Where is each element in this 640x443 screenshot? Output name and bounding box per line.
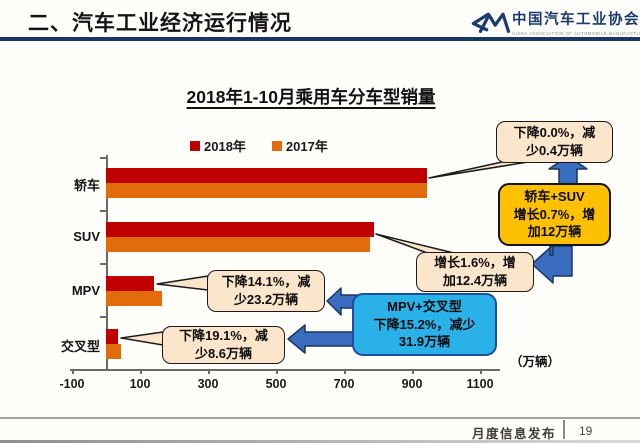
bar-2017: [106, 344, 122, 359]
callout-sedan: 下降0.0%，减 少0.4万辆: [496, 121, 613, 163]
chart-legend: 2018年 2017年: [190, 136, 328, 155]
legend-label-2018: 2018年: [204, 139, 246, 154]
caam-logo-text: 中国汽车工业协会 CHINA ASSOCIATION OF AUTOMOBILE…: [512, 8, 640, 36]
footer-separator: [563, 420, 565, 439]
bar-2018: [106, 276, 154, 291]
x-tick-mark: [276, 369, 278, 374]
x-tick-mark: [412, 369, 414, 374]
x-tick-label: -100: [59, 377, 85, 391]
footer-strip: [0, 440, 640, 443]
axis-unit-label: （万辆）: [510, 355, 561, 369]
bar-2018: [106, 329, 119, 344]
header-divider: [0, 37, 640, 41]
legend-label-2017: 2017年: [285, 139, 328, 154]
x-tick-mark: [480, 369, 482, 374]
legend-item-2018: 2018年: [190, 136, 246, 155]
callout-suv: 增长1.6%，增 加12.4万辆: [416, 252, 534, 292]
x-tick-label: 100: [129, 377, 151, 391]
x-tick-label: 500: [265, 377, 287, 391]
bar-2017: [106, 291, 162, 306]
y-axis-line: [106, 155, 108, 370]
callout-crossover: 下降19.1%，减 少8.6万辆: [162, 326, 285, 364]
summary-box-sedan-suv: 轿车+SUV 增长0.7%，增 加12万辆: [498, 183, 611, 246]
footer-label: 月度信息发布: [472, 427, 557, 441]
x-tick-mark: [72, 369, 74, 374]
y-tick-mark: [100, 210, 106, 212]
x-tick-mark: [208, 369, 210, 374]
x-tick-label: 900: [401, 377, 423, 391]
caam-logo: 中国汽车工业协会 CHINA ASSOCIATION OF AUTOMOBILE…: [468, 6, 640, 38]
footer-divider: [0, 417, 640, 419]
callout-mpv: 下降14.1%，减 少23.2万辆: [207, 270, 325, 312]
x-tick-mark: [344, 369, 346, 374]
bar-2017: [106, 237, 370, 252]
legend-swatch-2018: [190, 140, 200, 151]
x-tick-label: 700: [333, 377, 355, 391]
chart-title: 2018年1-10月乘用车分车型销量: [186, 87, 436, 107]
y-tick-mark: [100, 263, 106, 265]
legend-swatch-2017: [271, 140, 282, 151]
caam-logo-icon: [471, 12, 510, 33]
page-number: 19: [579, 424, 593, 438]
category-label: 轿车: [73, 178, 100, 193]
x-tick-label: 1100: [466, 377, 494, 391]
y-tick-mark: [100, 316, 106, 318]
category-label: MPV: [71, 283, 100, 298]
bar-2018: [106, 168, 427, 183]
page-title: 二、汽车工业经济运行情况: [28, 12, 292, 35]
legend-item-2017: 2017年: [271, 136, 328, 155]
summary-box-mpv-crossover: MPV+交叉型 下降15.2%，减少 31.9万辆: [352, 293, 497, 356]
category-label: SUV: [73, 229, 100, 244]
org-subname: CHINA ASSOCIATION OF AUTOMOBILE MANUFACT…: [512, 31, 640, 36]
y-tick-mark: [100, 157, 106, 159]
x-tick-label: 300: [197, 377, 219, 391]
category-label: 交叉型: [60, 339, 100, 354]
x-axis-line: [70, 369, 500, 371]
bar-2017: [106, 183, 428, 198]
org-name: 中国汽车工业协会: [512, 12, 640, 28]
x-tick-mark: [140, 369, 142, 374]
bar-2018: [106, 222, 374, 237]
